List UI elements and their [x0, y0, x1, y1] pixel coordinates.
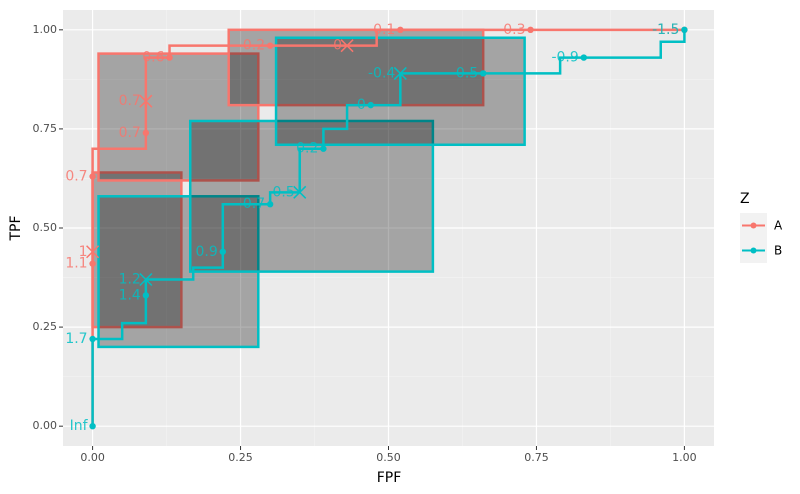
cutoff-point — [89, 260, 96, 267]
cutoff-point — [681, 26, 688, 34]
cutoff-label: 0.5 — [456, 65, 478, 81]
cutoff-label: Inf — [70, 418, 89, 434]
cutoff-cross — [139, 94, 153, 108]
x-tick-label: 0.00 — [80, 451, 105, 464]
cutoff-label: -1.5 — [652, 22, 679, 38]
cutoff-label: 0.1 — [373, 22, 395, 38]
y-tick-label: 0.00 — [33, 419, 58, 432]
cutoff-cross — [293, 185, 307, 199]
confidence-region — [227, 28, 485, 107]
confidence-region — [91, 171, 183, 329]
cutoff-label: 1.1 — [65, 256, 87, 272]
roc-line — [91, 29, 686, 427]
cutoff-cross — [340, 39, 354, 53]
cutoff-point — [266, 201, 274, 208]
cutoff-label: 0 — [333, 38, 342, 54]
cutoff-point — [527, 26, 534, 34]
x-tick-label: 0.75 — [524, 451, 549, 464]
cutoff-label: 0.7 — [119, 93, 141, 109]
cutoff-point — [266, 42, 274, 49]
cutoff-point — [166, 54, 173, 61]
legend-title: Z — [740, 191, 750, 207]
cutoff-label: 0.9 — [196, 244, 218, 260]
x-tick-label: 0.25 — [228, 451, 253, 464]
cutoff-label: 1.2 — [119, 272, 141, 288]
confidence-region — [188, 119, 435, 273]
cutoff-label: -0.9 — [551, 50, 578, 66]
cutoff-point — [580, 54, 587, 61]
cutoff-cross — [393, 66, 407, 80]
cutoff-label: 0.6 — [142, 50, 164, 66]
cutoff-label: 0.7 — [119, 125, 141, 141]
roc-line — [91, 28, 685, 427]
cutoff-point — [397, 26, 404, 34]
y-tick-label: 0.25 — [33, 320, 58, 333]
cutoff-label: 0.5 — [272, 184, 294, 200]
y-tick-label: 0.50 — [33, 221, 58, 234]
cutoff-label: -0.4 — [368, 65, 395, 81]
x-tick-label: 1.00 — [672, 451, 697, 464]
cutoff-label: 0 — [357, 97, 366, 113]
cutoff-label: 0.2 — [243, 38, 265, 54]
legend-label: A — [774, 219, 783, 233]
legend-point — [750, 247, 757, 254]
legend-point — [750, 222, 757, 229]
confidence-region — [97, 52, 260, 182]
cutoff-label: 0.7 — [243, 196, 265, 212]
y-tick-label: 1.00 — [33, 23, 58, 36]
cutoff-label: 0.2 — [296, 141, 318, 157]
cutoff-cross — [139, 272, 153, 287]
cutoff-point — [320, 145, 327, 152]
cutoff-label: 1 — [79, 244, 88, 260]
legend-label: B — [774, 244, 782, 258]
cutoff-point — [89, 173, 96, 180]
cutoff-point — [89, 335, 96, 343]
cutoff-cross — [86, 245, 100, 259]
cutoff-point — [479, 70, 487, 77]
cutoff-label: -1.5 — [652, 22, 679, 38]
cutoff-label: 0.7 — [65, 168, 87, 184]
x-tick-label: 0.50 — [376, 451, 401, 464]
cutoff-point — [89, 422, 96, 430]
cutoff-point — [142, 292, 150, 299]
y-tick-label: 0.75 — [33, 122, 58, 135]
cutoff-label: 0.3 — [503, 22, 525, 38]
x-axis-title: FPF — [377, 470, 402, 486]
y-axis-title: TPF — [8, 215, 24, 241]
cutoff-label: 1.7 — [65, 331, 87, 347]
cutoff-label: 1.4 — [119, 287, 141, 303]
cutoff-point — [219, 248, 226, 255]
cutoff-point — [142, 129, 150, 137]
cutoff-point — [367, 101, 374, 109]
